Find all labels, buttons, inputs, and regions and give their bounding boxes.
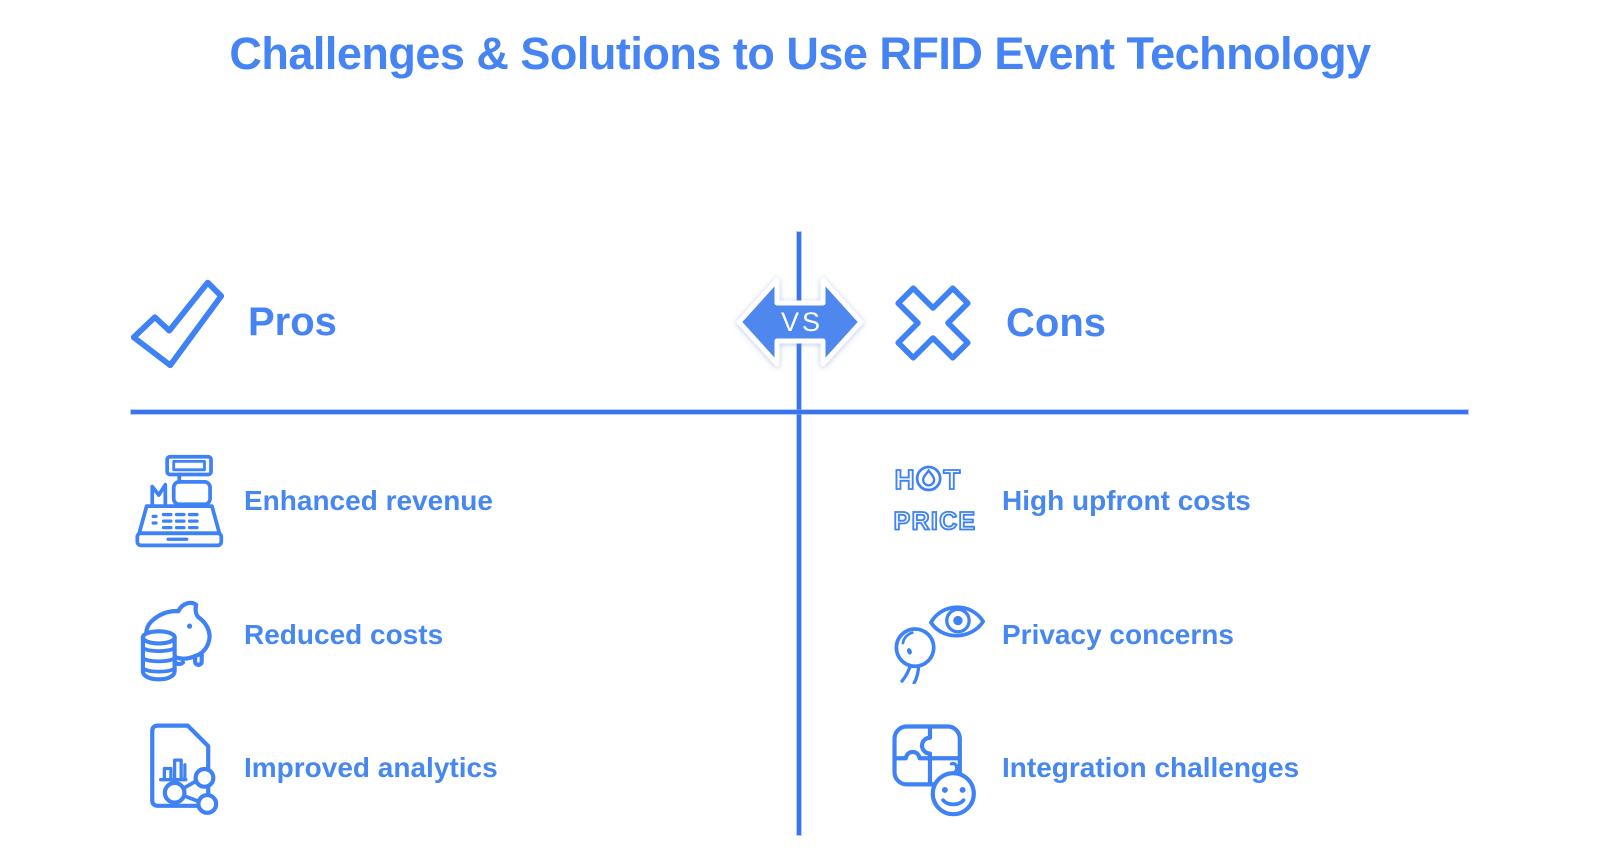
pros-item-improved-analytics: Improved analytics: [126, 718, 498, 818]
vs-badge: VS: [733, 270, 867, 374]
puzzle-integration-icon: [886, 718, 986, 818]
pros-header: Pros: [126, 272, 337, 372]
hot-price-icon: HOT PRICE: [886, 451, 986, 551]
piggy-bank-icon: [126, 585, 226, 685]
pros-item-reduced-costs: Reduced costs: [126, 585, 443, 685]
eye-privacy-icon: [886, 585, 986, 685]
item-label: Improved analytics: [244, 752, 498, 783]
item-label: Reduced costs: [244, 619, 444, 650]
cons-item-privacy-concerns: Privacy concerns: [886, 585, 1234, 685]
cons-item-integration-challenges: Integration challenges: [886, 718, 1299, 818]
checkmark-icon: [130, 279, 225, 369]
hot-price-line2: PRICE: [894, 509, 977, 536]
pros-label: Pros: [248, 299, 337, 344]
cross-icon: [895, 285, 971, 361]
cash-register-icon: [126, 451, 226, 551]
item-label: Integration challenges: [1002, 752, 1300, 783]
cons-header: Cons: [886, 276, 1106, 370]
page-title: Challenges & Solutions to Use RFID Event…: [229, 28, 1371, 79]
vs-label: VS: [781, 307, 823, 337]
cons-label: Cons: [1006, 300, 1106, 345]
item-label: Enhanced revenue: [244, 485, 493, 516]
horizontal-divider: [131, 410, 1468, 414]
analytics-document-icon: [126, 718, 226, 818]
cons-item-high-upfront-costs: HOT PRICE High upfront costs: [886, 451, 1251, 551]
item-label: Privacy concerns: [1002, 619, 1234, 650]
vertical-divider: [797, 232, 801, 835]
pros-item-enhanced-revenue: Enhanced revenue: [126, 451, 493, 551]
double-arrow-icon: VS: [736, 277, 864, 367]
item-label: High upfront costs: [1002, 485, 1251, 516]
